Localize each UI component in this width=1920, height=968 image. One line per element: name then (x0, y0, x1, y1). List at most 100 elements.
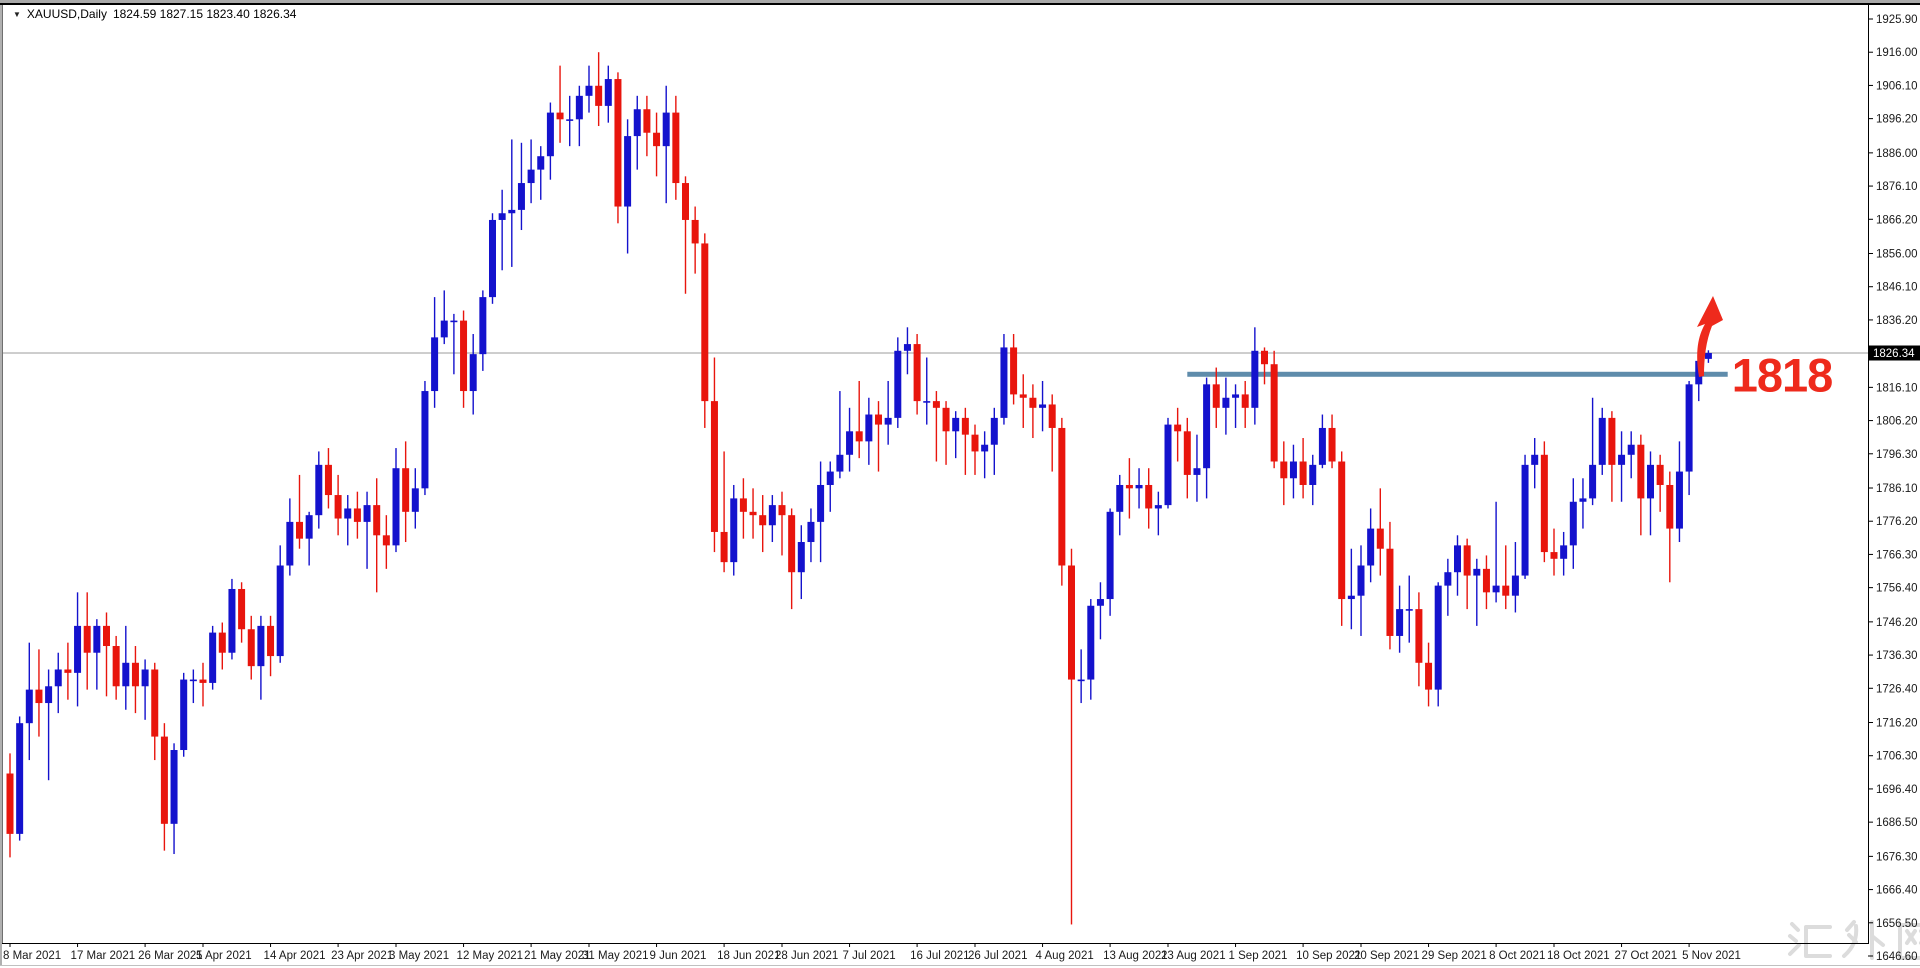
date-axis-label[interactable]: 7 Jul 2021 (843, 950, 896, 962)
candle (450, 313, 458, 375)
date-axis-tick (1621, 943, 1623, 947)
price-axis-label[interactable]: 1876.10 (1876, 181, 1918, 193)
candle (1299, 438, 1307, 499)
price-axis-label[interactable]: 1756.40 (1876, 583, 1918, 595)
candle (189, 669, 197, 704)
up-arrow-annotation[interactable] (1697, 296, 1723, 377)
price-axis-label[interactable]: 1796.30 (1876, 449, 1918, 461)
date-axis-label[interactable]: 28 Jun 2021 (775, 950, 838, 962)
price-axis-label[interactable]: 1836.20 (1876, 315, 1918, 327)
date-axis-label[interactable]: 16 Jul 2021 (910, 950, 969, 962)
price-axis-label[interactable]: 1786.10 (1876, 483, 1918, 495)
date-axis-label[interactable]: 31 May 2021 (582, 950, 649, 962)
date-axis-label[interactable]: 8 Mar 2021 (3, 950, 61, 962)
candle (836, 391, 844, 479)
candle (440, 290, 448, 345)
candle (1125, 458, 1133, 519)
candle (624, 119, 632, 254)
date-axis-label[interactable]: 18 Jun 2021 (717, 950, 780, 962)
price-axis-label[interactable]: 1856.00 (1876, 249, 1918, 261)
date-axis-label[interactable]: 12 May 2021 (457, 950, 524, 962)
price-axis-label[interactable]: 1736.30 (1876, 650, 1918, 662)
date-axis-label[interactable]: 23 Aug 2021 (1161, 950, 1226, 962)
date-axis-label[interactable]: 21 May 2021 (524, 950, 591, 962)
candle (1203, 377, 1211, 499)
candle (749, 488, 757, 539)
price-axis-label[interactable]: 1746.20 (1876, 617, 1918, 629)
date-axis-label[interactable]: 20 Sep 2021 (1354, 950, 1419, 962)
date-axis-label[interactable]: 26 Mar 2021 (138, 950, 203, 962)
price-axis-label[interactable]: 1806.20 (1876, 416, 1918, 428)
date-axis-label[interactable]: 3 May 2021 (389, 950, 449, 962)
support-line-1818[interactable] (1187, 371, 1728, 377)
price-axis-label[interactable]: 1686.50 (1876, 817, 1918, 829)
price-axis-label[interactable]: 1906.10 (1876, 80, 1918, 92)
price-axis-label[interactable]: 1706.30 (1876, 751, 1918, 763)
price-axis-label[interactable]: 1886.00 (1876, 148, 1918, 160)
price-axis-label[interactable]: 1726.40 (1876, 683, 1918, 695)
price-axis-tick (1868, 286, 1873, 288)
candle (431, 297, 439, 408)
candle (682, 176, 689, 294)
candle (585, 65, 593, 113)
candle (768, 495, 776, 543)
date-axis-label[interactable]: 10 Sep 2021 (1296, 950, 1361, 962)
candle (952, 411, 960, 459)
candle (1048, 394, 1056, 472)
date-axis-label[interactable]: 18 Oct 2021 (1547, 950, 1610, 962)
candle (1473, 558, 1481, 626)
price-axis-label[interactable]: 1896.20 (1876, 114, 1918, 126)
candle (1357, 545, 1365, 636)
date-axis-label[interactable]: 17 Mar 2021 (71, 950, 136, 962)
price-axis-tick (1868, 84, 1873, 86)
price-axis-tick (1868, 955, 1873, 957)
price-axis-label[interactable]: 1696.40 (1876, 784, 1918, 796)
candle (778, 491, 786, 556)
date-axis-label[interactable]: 1 Sep 2021 (1229, 950, 1288, 962)
candle (1367, 508, 1375, 583)
price-axis-label[interactable]: 1646.60 (1876, 951, 1918, 963)
candle (1241, 380, 1249, 428)
watermark-glyph (1788, 922, 1832, 958)
date-axis-label[interactable]: 4 Aug 2021 (1036, 950, 1094, 962)
candle (35, 649, 43, 737)
price-axis-label[interactable]: 1916.00 (1876, 47, 1918, 59)
price-axis-label[interactable]: 1676.30 (1876, 851, 1918, 863)
candle (855, 380, 863, 459)
candle (180, 672, 188, 757)
date-axis-label[interactable]: 26 Jul 2021 (968, 950, 1027, 962)
symbol-dropdown-icon[interactable]: ▼ (13, 9, 21, 19)
date-axis-label[interactable]: 9 Jun 2021 (650, 950, 707, 962)
date-axis-label[interactable]: 14 Apr 2021 (264, 950, 326, 962)
candle (517, 142, 525, 231)
date-axis-label[interactable]: 8 Oct 2021 (1489, 950, 1545, 962)
date-axis-label[interactable]: 5 Apr 2021 (196, 950, 252, 962)
candle (527, 139, 535, 204)
candle (546, 102, 554, 180)
candle (286, 498, 294, 576)
candle (1685, 380, 1693, 496)
date-axis-tick (781, 943, 783, 947)
price-axis-label[interactable]: 1766.30 (1876, 549, 1918, 561)
hline-price-label[interactable]: 1818 (1732, 348, 1834, 401)
price-axis-label[interactable]: 1716.20 (1876, 718, 1918, 730)
date-axis-label[interactable]: 27 Oct 2021 (1615, 950, 1678, 962)
date-axis-label[interactable]: 23 Apr 2021 (331, 950, 393, 962)
price-axis-label[interactable]: 1776.20 (1876, 516, 1918, 528)
candle (334, 474, 342, 536)
date-axis-tick (1167, 943, 1169, 947)
candle (1627, 431, 1635, 479)
candle (209, 625, 217, 690)
price-axis-label[interactable]: 1816.10 (1876, 382, 1918, 394)
price-axis-label[interactable]: 1866.20 (1876, 214, 1918, 226)
candle (83, 592, 91, 690)
price-axis-label[interactable]: 1666.40 (1876, 885, 1918, 897)
date-axis-label[interactable]: 29 Sep 2021 (1422, 950, 1487, 962)
price-axis-label[interactable]: 1846.10 (1876, 282, 1918, 294)
price-axis-tick (1868, 621, 1873, 623)
price-axis-label[interactable]: 1925.90 (1876, 14, 1918, 26)
date-axis-label[interactable]: 13 Aug 2021 (1103, 950, 1168, 962)
price-axis-label[interactable]: 1656.50 (1876, 918, 1918, 930)
date-axis-label[interactable]: 5 Nov 2021 (1682, 950, 1741, 962)
